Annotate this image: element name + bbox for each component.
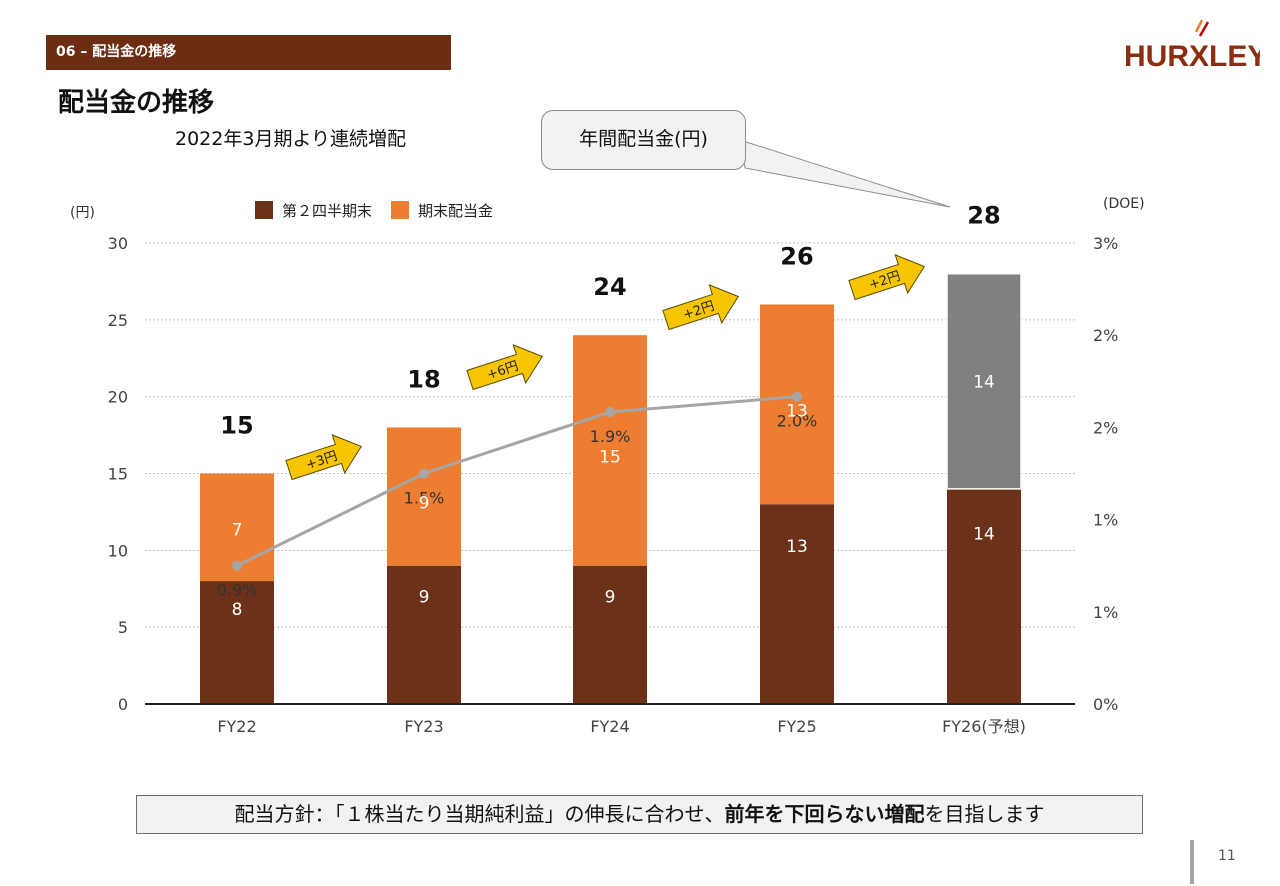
doe-point [232,560,242,571]
y-right-tick-label: 1% [1093,603,1118,622]
bar-label-q2: 8 [232,600,243,620]
doe-label: 1.9% [590,427,631,446]
arrow-shape [848,254,926,301]
arrow-shape [285,434,363,481]
legend-swatch-year-end [391,201,409,219]
increment-arrow: +6円 [466,344,544,391]
y-right-axis-label: (DOE) [1103,196,1145,212]
y-left-tick-label: 10 [108,541,128,560]
policy-text-suffix: を目指します [924,802,1045,826]
y-right-tick-label: 1% [1093,511,1118,530]
y-left-tick-label: 25 [108,311,128,330]
arrow-shape [466,344,544,391]
callout-pointer [739,139,951,208]
increment-arrow: +2円 [848,254,926,301]
x-tick-label: FY24 [590,717,629,736]
legend-label-q2: 第２四半期末 [282,202,372,220]
bar-label-q2: 9 [605,588,616,608]
legend-swatch-q2 [255,201,273,219]
doe-label: 1.5% [404,489,445,508]
doe-point [792,391,802,402]
doe-point [419,468,429,479]
annual-dividend-callout: 年間配当金(円) [541,110,746,170]
x-tick-label: FY22 [217,717,256,736]
increment-arrow: +3円 [285,434,363,481]
logo-text: HURXLEY [1124,40,1260,73]
y-right-tick-label: 2% [1093,326,1118,345]
bar-year-end [387,427,461,566]
doe-label: 0.9% [217,581,258,600]
bar-total-label: 18 [407,365,440,393]
y-right-tick-label: 2% [1093,418,1118,437]
doe-point [605,407,615,418]
x-tick-label: FY25 [777,717,816,736]
page-number-bar [1190,840,1194,884]
increment-arrows: +3円 +6円 +2円 +2円 [285,254,926,481]
bar-q2 [760,504,834,704]
y-right-tick-label: 0% [1093,695,1118,714]
bar-label-year-end: 7 [232,521,243,541]
y-left-tick-label: 5 [118,618,128,637]
doe-line-layer: 0.9% 1.5% 1.9% 2.0% [217,391,818,600]
bar-q2 [947,488,1021,704]
policy-text-prefix: 配当方針：「１株当たり当期純利益」の伸長に合わせ、 [234,802,725,826]
labels-layer: 8 7 15 9 9 18 9 15 24 13 13 26 14 14 28 [220,202,1000,620]
y-left-tick-label: 0 [118,695,128,714]
legend-label-year-end: 期末配当金 [418,202,493,220]
bar-total-label: 15 [220,412,253,440]
page-title: 配当金の推移 [58,88,215,118]
bar-label-q2: 14 [973,525,995,545]
bar-label-year-end: 9 [419,494,430,514]
y-left-axis-label: (円) [70,205,95,221]
bar-year-end-forecast [946,272,1022,490]
bar-total-label: 28 [967,202,1000,230]
doe-line [236,395,798,568]
y-left-tick-label: 20 [108,388,128,407]
doe-label: 2.0% [777,412,818,431]
x-tick-label: FY23 [404,717,443,736]
axes-layer: 0 5 10 15 20 25 30 0% 1% 1% 2% 2% 3% FY22 FY23 FY24 FY25… [108,234,1119,736]
arrow-shape [662,284,740,331]
bar-q2 [200,581,274,704]
y-right-tick-label: 3% [1093,234,1118,253]
bar-year-end [760,304,834,505]
dividend-policy-banner: 配当方針：「１株当たり当期純利益」の伸長に合わせ、前年を下回らない増配を目指しま… [136,795,1143,834]
bar-label-year-end: 13 [786,401,808,421]
page-number: 11 [1218,848,1236,864]
bar-total-label: 24 [593,273,626,301]
bar-q2 [387,565,461,704]
bar-year-end [573,335,647,566]
company-logo: HURXLEY [1124,19,1260,73]
increment-arrow: +2円 [662,284,740,331]
bar-label-year-end: 15 [599,447,621,467]
y-left-tick-label: 30 [108,234,128,253]
page-subtitle: 2022年3月期より連続増配 [175,128,407,150]
bar-label-q2: 9 [419,588,430,608]
bar-q2 [573,565,647,704]
section-tag: 06 – 配当金の推移 [46,35,451,70]
bars-layer [200,272,1022,704]
bar-label-q2: 13 [786,537,808,557]
chart-legend: 第２四半期末 期末配当金 [255,201,493,220]
x-tick-label: FY26(予想) [942,717,1026,736]
y-left-tick-label: 15 [108,465,128,484]
policy-text-bold: 前年を下回らない増配 [724,802,925,826]
bar-label-year-end: 14 [973,372,995,392]
bar-total-label: 26 [780,242,813,270]
